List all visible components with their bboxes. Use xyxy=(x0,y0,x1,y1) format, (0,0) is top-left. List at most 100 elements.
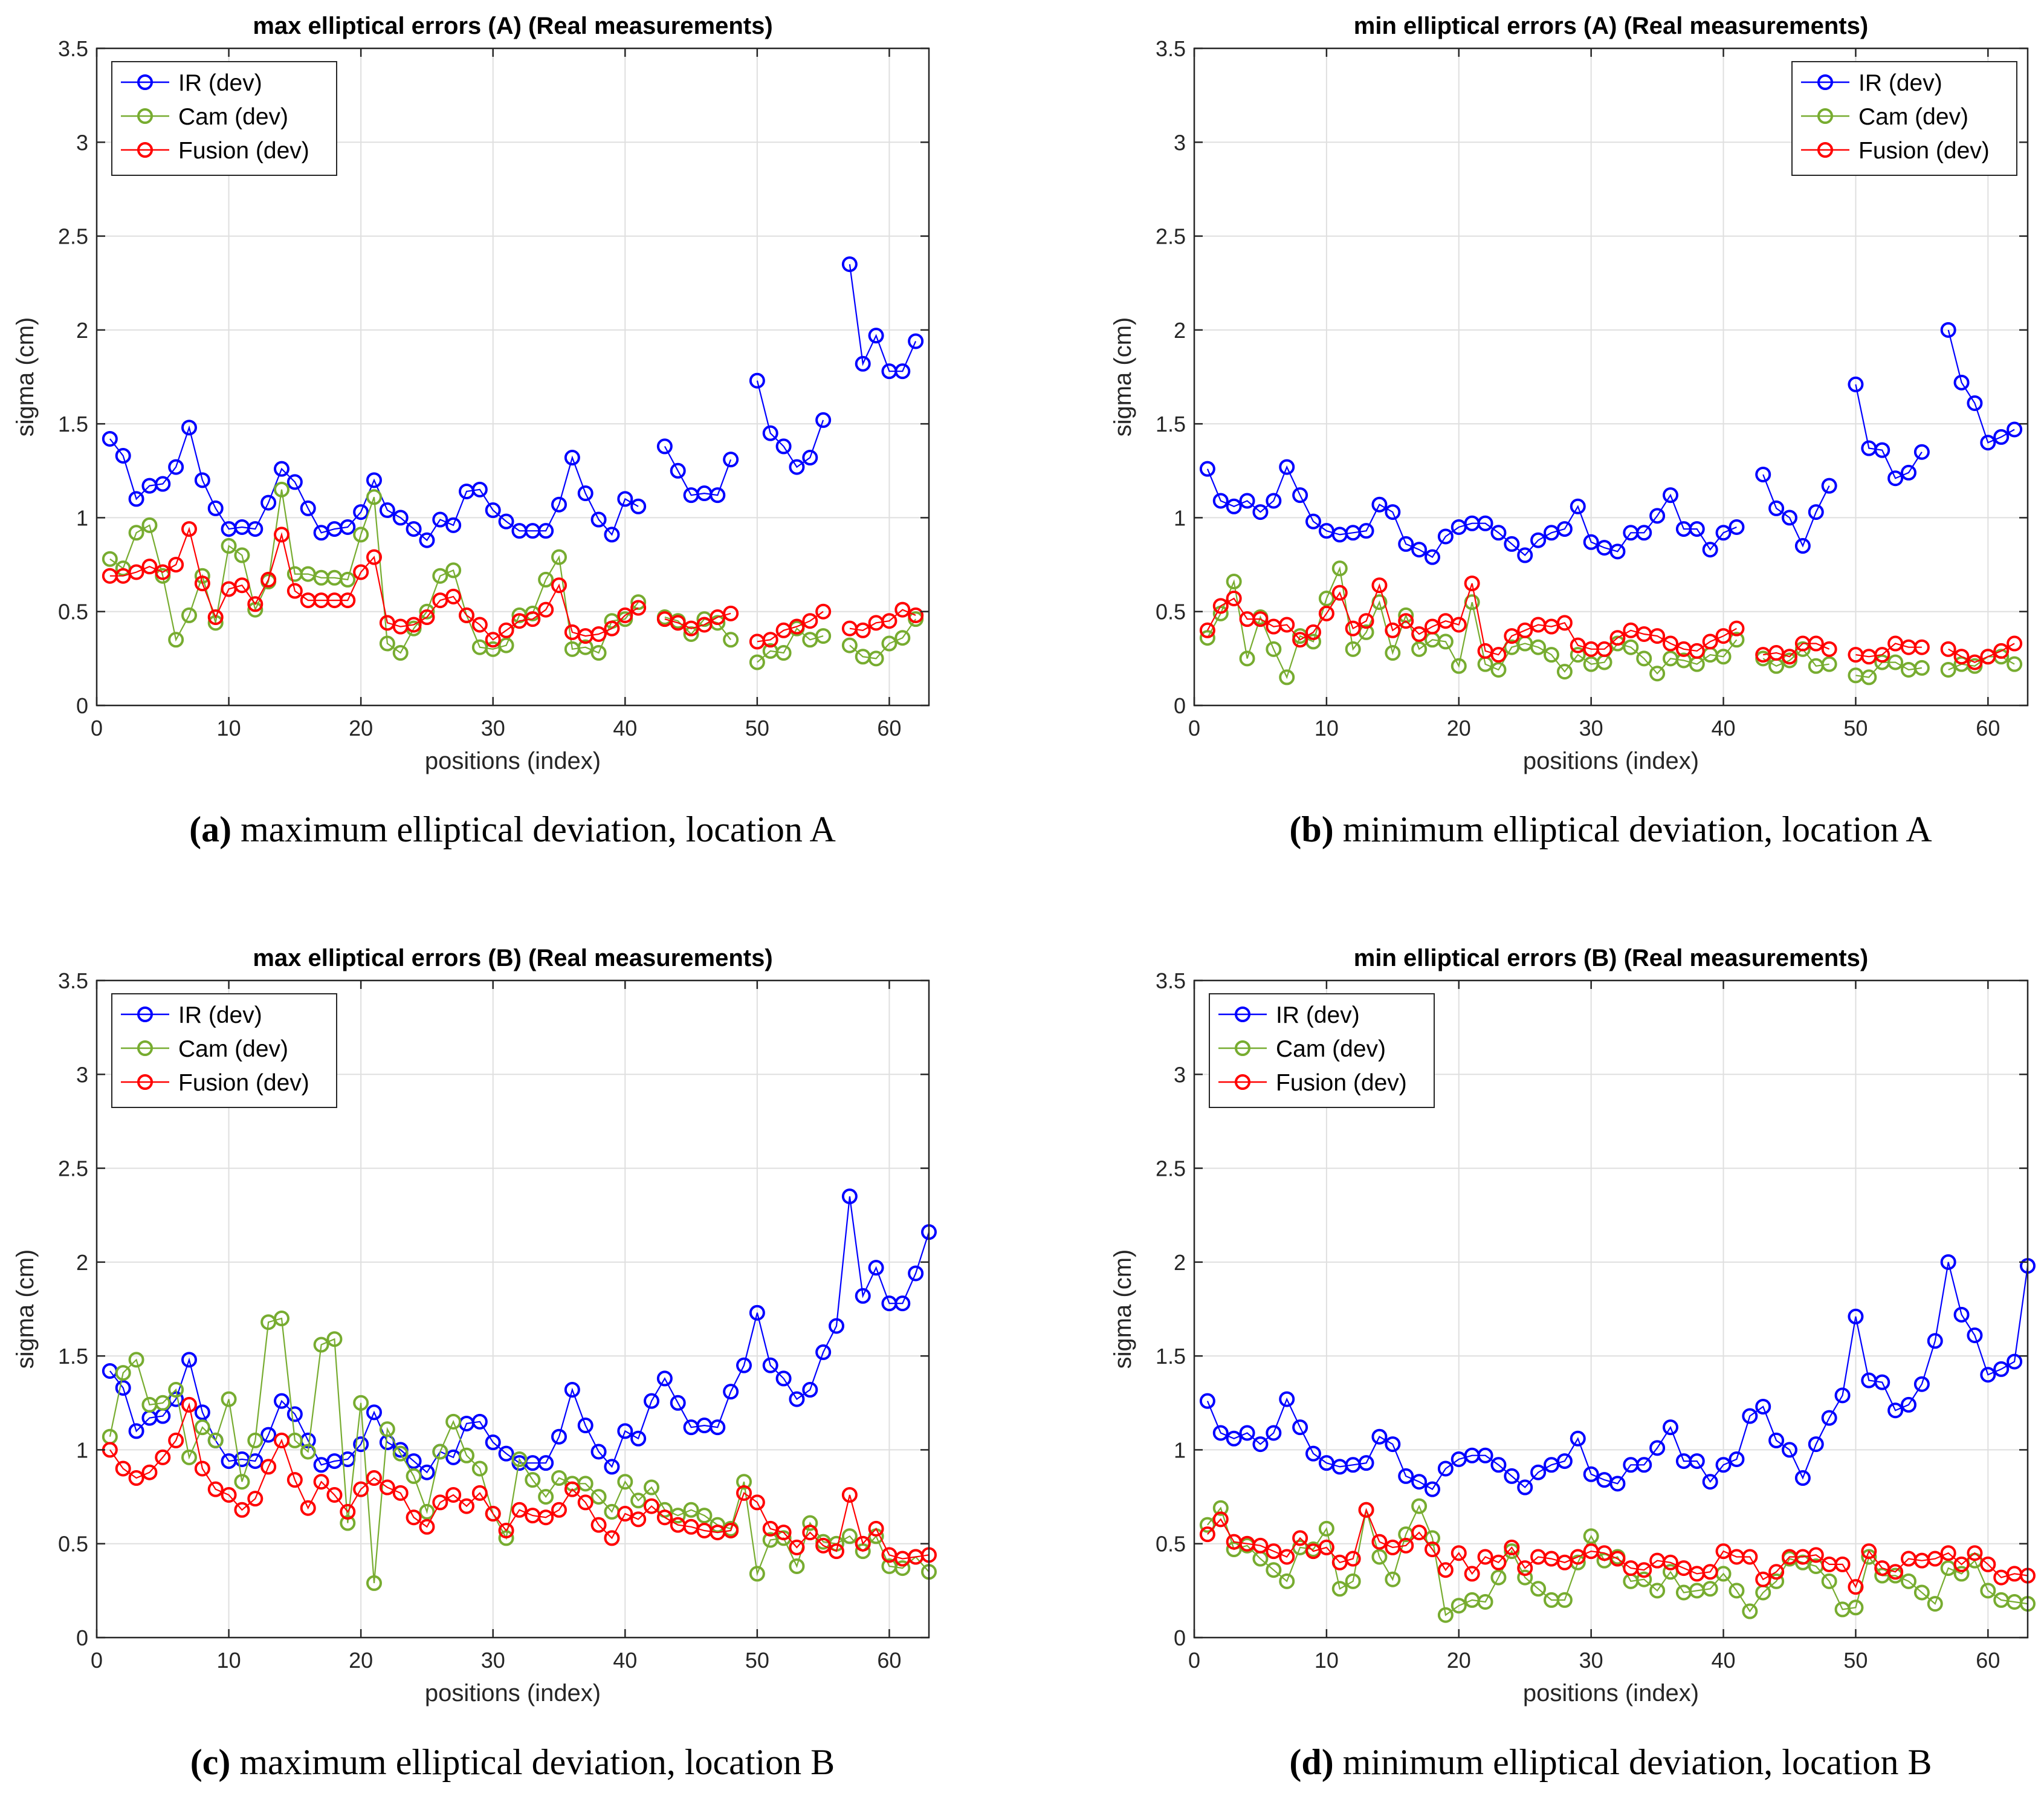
data-point-fusion xyxy=(1663,1554,1678,1570)
data-point-fusion xyxy=(1252,1537,1269,1554)
data-point-fusion xyxy=(894,601,911,618)
data-point-ir xyxy=(1993,429,2010,445)
data-point-cam xyxy=(1729,1583,1745,1599)
chart-panel-b: 0 10 20 30 40 50 60 0 0.5 1 1.5 2 2.5 3 3.5 min ellipti… xyxy=(1110,13,2029,849)
legend-label-cam: Cam (dev) xyxy=(178,104,288,130)
data-point-fusion xyxy=(1504,1539,1520,1555)
x-tick-label: 60 xyxy=(1976,716,2000,741)
data-point-fusion xyxy=(286,1472,303,1488)
data-point-fusion xyxy=(1821,641,1837,657)
data-point-cam xyxy=(1411,1498,1428,1514)
data-point-ir xyxy=(128,1423,144,1439)
data-point-cam xyxy=(1385,645,1401,661)
y-tick-label: 3 xyxy=(1174,1062,1186,1087)
data-point-cam xyxy=(1702,1581,1718,1597)
data-point-ir xyxy=(538,523,554,539)
data-point-fusion xyxy=(353,1481,369,1497)
data-point-cam xyxy=(868,650,884,667)
data-point-fusion xyxy=(234,1502,250,1518)
data-point-ir xyxy=(1570,498,1586,514)
data-point-ir xyxy=(1715,525,1732,541)
data-point-fusion xyxy=(471,617,488,633)
data-point-cam xyxy=(736,1474,752,1490)
data-point-ir xyxy=(115,447,131,464)
data-point-cam xyxy=(1636,650,1652,667)
x-tick-label: 50 xyxy=(1843,1648,1868,1673)
caption-text: maximum elliptical deviation, location B xyxy=(239,1742,835,1782)
data-point-cam xyxy=(775,645,792,661)
data-point-ir xyxy=(1980,435,1996,451)
data-point-ir xyxy=(1411,542,1428,558)
data-point-fusion xyxy=(1398,613,1414,629)
x-tick-label: 30 xyxy=(481,1648,505,1673)
data-point-fusion xyxy=(392,1485,409,1501)
data-point-ir xyxy=(1689,521,1705,537)
x-tick-label: 30 xyxy=(1579,716,1603,741)
y-tick-label: 2.5 xyxy=(58,224,88,249)
data-point-ir xyxy=(1252,504,1269,520)
data-point-ir xyxy=(789,1391,805,1407)
data-point-fusion xyxy=(1464,575,1480,592)
data-point-cam xyxy=(313,1337,329,1353)
panel-caption: (a) maximum elliptical deviation, locati… xyxy=(189,809,836,849)
data-point-cam xyxy=(1279,669,1295,685)
data-point-fusion xyxy=(406,617,422,633)
data-point-cam xyxy=(181,607,197,623)
data-point-fusion xyxy=(194,1460,210,1477)
x-tick-label: 50 xyxy=(745,1648,769,1673)
data-point-fusion xyxy=(379,1479,395,1496)
data-point-fusion xyxy=(1702,634,1718,650)
y-axis-label: sigma (cm) xyxy=(1110,317,1136,437)
data-point-fusion xyxy=(340,1503,356,1520)
data-point-fusion xyxy=(1345,1551,1361,1567)
data-point-ir xyxy=(1385,504,1401,520)
x-tick-label: 10 xyxy=(217,716,241,741)
data-point-ir xyxy=(1226,498,1242,514)
data-point-ir xyxy=(406,521,422,537)
data-point-cam xyxy=(1715,649,1732,665)
data-point-fusion xyxy=(775,1525,792,1541)
data-point-fusion xyxy=(829,1543,844,1560)
data-point-ir xyxy=(1768,1432,1785,1448)
x-tick-label: 0 xyxy=(91,716,103,741)
data-point-fusion xyxy=(1596,641,1612,657)
data-point-ir xyxy=(1239,1425,1255,1441)
y-tick-label: 0 xyxy=(76,693,88,718)
data-point-ir xyxy=(723,452,739,468)
data-point-ir xyxy=(1953,1306,1970,1323)
data-point-fusion xyxy=(1729,620,1745,637)
y-tick-label: 0.5 xyxy=(1156,1532,1186,1557)
legend-swatch-marker-cam xyxy=(137,1040,153,1056)
data-point-fusion xyxy=(1517,1560,1533,1577)
data-point-ir xyxy=(1821,478,1837,494)
legend: IR (dev) Cam (dev) Fusion (dev) xyxy=(1791,61,2017,176)
data-point-fusion xyxy=(551,1502,567,1518)
data-point-cam xyxy=(749,654,765,670)
x-tick-label: 10 xyxy=(217,1648,241,1673)
data-point-cam xyxy=(1901,1573,1916,1589)
data-point-fusion xyxy=(194,575,210,592)
data-point-fusion xyxy=(366,549,382,565)
data-point-cam xyxy=(115,1365,131,1381)
data-point-fusion xyxy=(260,571,277,588)
data-point-fusion xyxy=(1953,1556,1970,1572)
data-point-cam xyxy=(419,603,435,620)
data-point-ir xyxy=(630,1430,647,1447)
data-point-fusion xyxy=(1451,617,1467,633)
legend: IR (dev) Cam (dev) Fusion (dev) xyxy=(1209,993,1435,1108)
data-point-fusion xyxy=(1425,618,1440,635)
data-point-fusion xyxy=(1371,577,1388,594)
data-point-cam xyxy=(1425,1530,1440,1546)
y-tick-label: 3 xyxy=(76,1062,88,1087)
data-point-fusion xyxy=(1292,632,1308,648)
data-point-ir xyxy=(802,1382,818,1398)
data-point-fusion xyxy=(498,622,514,638)
data-point-cam xyxy=(1794,641,1811,657)
data-point-ir xyxy=(749,372,765,389)
data-point-fusion xyxy=(1556,1554,1573,1570)
y-tick-label: 1.5 xyxy=(1156,412,1186,436)
data-point-ir xyxy=(115,1379,131,1396)
data-point-fusion xyxy=(617,1506,633,1522)
data-point-ir xyxy=(815,412,832,428)
legend-swatch-marker-fusion xyxy=(1235,1074,1250,1090)
